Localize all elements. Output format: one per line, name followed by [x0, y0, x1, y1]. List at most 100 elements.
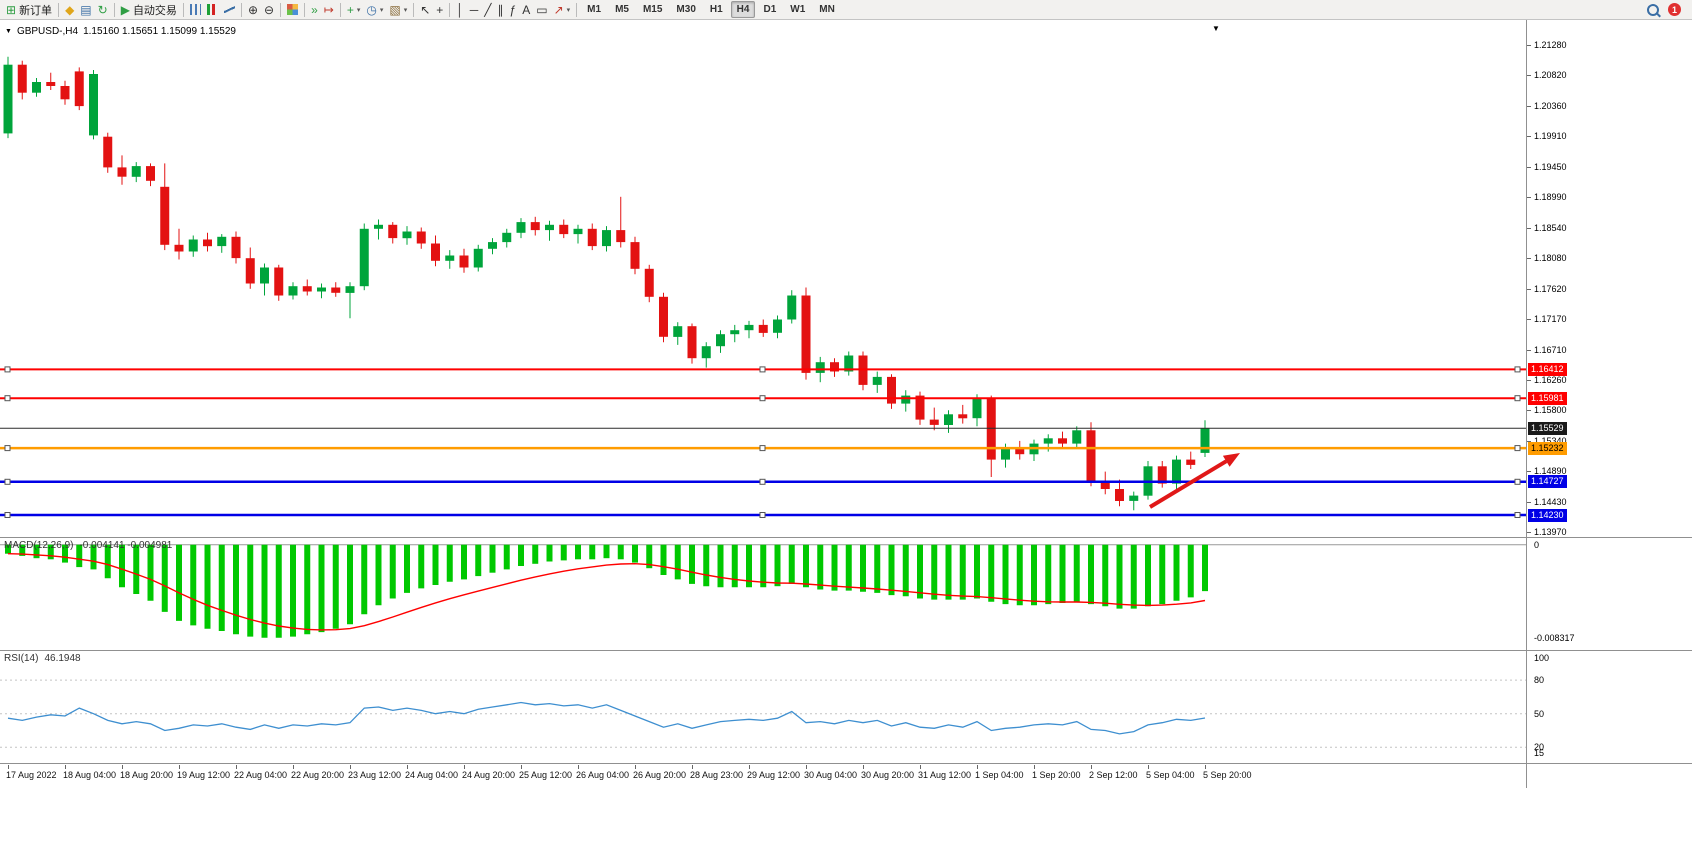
time-label: 22 Aug 04:00	[234, 770, 288, 780]
selection-handle[interactable]	[4, 478, 11, 485]
zoom-out-icon: ⊖	[264, 2, 275, 17]
horizontal-line-1.14727[interactable]	[0, 478, 1526, 485]
chart-shift-button[interactable]: ↦	[321, 1, 337, 19]
time-tick-mark	[863, 765, 864, 769]
timeframe-button-m30[interactable]: M30	[676, 4, 696, 15]
time-tick-mark	[179, 765, 180, 769]
time-label: 17 Aug 2022	[6, 770, 57, 780]
crosshair-button[interactable]: +	[433, 1, 446, 19]
arrows-button[interactable]: ↗ ▾	[551, 1, 574, 19]
price-tag-1.15981: 1.15981	[1528, 391, 1567, 405]
time-label: 18 Aug 04:00	[63, 770, 117, 780]
price-axis[interactable]: 1.21280 1.20820 1.20360 1.19910 1.19450 1.189…	[1526, 20, 1692, 788]
time-tick-mark	[236, 765, 237, 769]
time-tick-mark	[1034, 765, 1035, 769]
timeframe-button-h1[interactable]: H1	[709, 4, 723, 15]
timeframe-button-h4[interactable]: H4	[730, 1, 756, 18]
dropdown-caret-icon: ▾	[566, 6, 571, 14]
price-tick-label: 1.20820	[1534, 70, 1567, 81]
periods-button[interactable]: ◷ ▾	[363, 1, 386, 19]
timeframe-button-m1[interactable]: M1	[587, 4, 602, 15]
selection-handle[interactable]	[759, 395, 766, 402]
time-tick-mark	[1091, 765, 1092, 769]
price-tick-label: 1.20360	[1534, 101, 1567, 112]
time-label: 2 Sep 12:00	[1089, 770, 1138, 780]
trendline-button[interactable]: ╱	[481, 1, 494, 19]
selection-handle[interactable]	[4, 512, 11, 518]
rsi-line	[7, 701, 1206, 735]
price-tick-mark	[1527, 75, 1531, 77]
timeframe-button-w1[interactable]: W1	[790, 4, 806, 15]
chart-end-marker-icon[interactable]: ▼	[1212, 24, 1220, 33]
selection-handle[interactable]	[759, 478, 766, 485]
indicators-button[interactable]: + ▾	[344, 1, 364, 19]
timeframe-button-d1[interactable]: D1	[763, 4, 777, 15]
time-label: 24 Aug 20:00	[462, 770, 516, 780]
fibonacci-button[interactable]: ƒ	[507, 1, 520, 19]
time-axis[interactable]: 17 Aug 2022 18 Aug 04:00 18 Aug 20:00 19 Au…	[0, 764, 1526, 788]
notification-badge[interactable]: 1	[1668, 3, 1681, 16]
macd-pane[interactable]	[0, 538, 1526, 650]
selection-handle[interactable]	[1514, 395, 1521, 402]
zoom-in-button[interactable]: ⊕	[245, 1, 261, 19]
search-icon[interactable]	[1647, 3, 1659, 16]
vertical-line-button[interactable]: │	[453, 1, 467, 19]
selection-handle[interactable]	[4, 395, 11, 402]
selection-handle[interactable]	[1514, 366, 1521, 373]
price-tick-mark	[1527, 440, 1531, 442]
text-button[interactable]: A	[519, 1, 533, 19]
periods-icon: ◷	[366, 2, 377, 17]
time-tick-mark	[407, 765, 408, 769]
line-chart-button[interactable]	[221, 1, 238, 19]
time-tick-mark	[920, 765, 921, 769]
rsi-pane[interactable]	[0, 651, 1526, 763]
chart-collapse-icon[interactable]: ▼	[5, 28, 12, 35]
timeframe-button-m5[interactable]: M5	[615, 4, 629, 15]
price-tick-mark	[1527, 106, 1531, 108]
channel-button[interactable]: ∥	[495, 1, 507, 19]
time-label: 1 Sep 04:00	[975, 770, 1024, 780]
selection-handle[interactable]	[1514, 478, 1521, 485]
templates-button[interactable]: ▧ ▾	[386, 1, 410, 19]
zoom-out-button[interactable]: ⊖	[261, 1, 277, 19]
selection-handle[interactable]	[1514, 512, 1521, 518]
timeframe-button-mn[interactable]: MN	[819, 4, 835, 15]
autotrading-button[interactable]: ▶ 自动交易	[118, 1, 180, 19]
toolbar-separator	[576, 2, 578, 17]
auto-scroll-button[interactable]: »	[308, 1, 321, 19]
selection-handle[interactable]	[1514, 445, 1521, 452]
market-watch-button[interactable]: ◆	[62, 1, 77, 19]
tile-windows-button[interactable]	[284, 1, 301, 19]
horizontal-line-button[interactable]: ─	[467, 1, 482, 19]
horizontal-line-1.15232[interactable]	[0, 445, 1526, 452]
price-chart-pane[interactable]	[0, 20, 1526, 537]
selection-handle[interactable]	[759, 445, 766, 452]
macd-axis-label: 0	[1534, 539, 1540, 550]
selection-handle[interactable]	[4, 366, 11, 373]
horizontal-line-1.16412[interactable]	[0, 366, 1526, 373]
navigator-button[interactable]: ▤	[77, 1, 94, 19]
bar-chart-icon	[189, 4, 201, 15]
pane-separator[interactable]	[0, 650, 1692, 651]
selection-handle[interactable]	[759, 512, 766, 518]
horizontal-line-1.15981[interactable]	[0, 395, 1526, 402]
candlestick-chart-button[interactable]	[204, 1, 221, 19]
pane-separator[interactable]	[0, 763, 1692, 764]
chart-window: ▼ GBPUSD-,H4 1.15160 1.15651 1.15099 1.1…	[0, 20, 1692, 845]
label-button[interactable]: ▭	[533, 1, 550, 19]
trend-arrow[interactable]	[1148, 453, 1240, 509]
horizontal-line-1.14230[interactable]	[0, 512, 1526, 518]
time-tick-mark	[977, 765, 978, 769]
pane-separator[interactable]	[0, 537, 1692, 538]
cursor-button[interactable]: ↖	[417, 1, 433, 19]
time-label: 18 Aug 20:00	[120, 770, 174, 780]
selection-handle[interactable]	[759, 366, 766, 373]
refresh-button[interactable]: ↻	[95, 1, 111, 19]
bar-chart-button[interactable]	[187, 1, 204, 19]
time-label: 26 Aug 20:00	[633, 770, 687, 780]
timeframe-button-m15[interactable]: M15	[642, 4, 663, 15]
time-tick-mark	[293, 765, 294, 769]
toolbar: ⊞ 新订单 ◆ ▤ ↻ ▶ 自动交易 ⊕ ⊖» ↦ + ▾ ◷ ▾ ▧ ▾ ↖ + │ ─ ╱ ∥ ƒ A ▭ ↗ ▾ M1 M5 M15…	[0, 0, 1692, 20]
new-order-button[interactable]: ⊞ 新订单	[3, 1, 55, 19]
selection-handle[interactable]	[4, 445, 11, 452]
